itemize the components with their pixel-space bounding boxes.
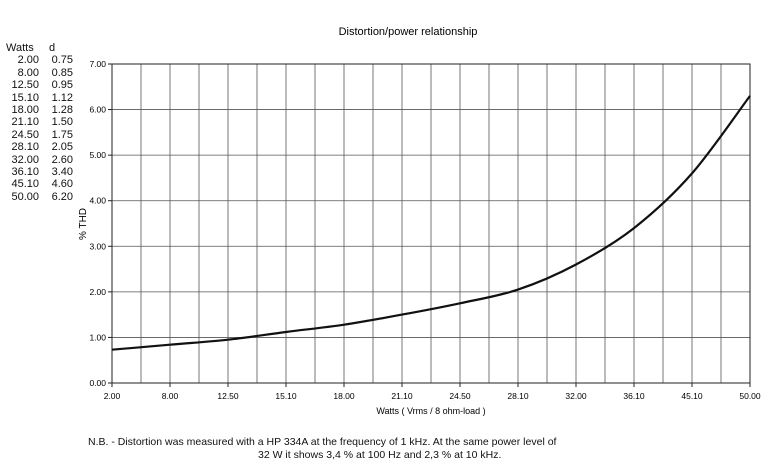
cell-d: 1.28 xyxy=(51,104,73,117)
cell-watts: 32.00 xyxy=(11,153,39,166)
x-tick-label: 2.00 xyxy=(104,391,121,401)
data-table-row: 12.50 0.95 xyxy=(6,79,73,91)
cell-d: 6.20 xyxy=(51,190,73,203)
y-tick-label: 7.00 xyxy=(89,59,106,69)
x-tick-label: 50.00 xyxy=(739,391,761,401)
cell-d: 0.85 xyxy=(51,66,73,79)
cell-watts: 18.00 xyxy=(11,104,39,117)
distortion-chart: Distortion/power relationship 0.00 1.00 2.… xyxy=(78,26,761,416)
cell-d: 2.05 xyxy=(51,141,73,154)
cell-watts: 15.10 xyxy=(11,91,39,104)
cell-watts: 24.50 xyxy=(11,128,39,141)
data-table-row: 32.00 2.60 xyxy=(6,154,73,166)
col-header-watts: Watts xyxy=(6,42,34,54)
footnote-line-1: N.B. - Distortion was measured with a HP… xyxy=(88,436,557,448)
x-axis-ticks: 2.00 8.00 12.50 15.10 18.00 21.10 24.50 28.10 32… xyxy=(104,383,761,401)
cell-watts: 8.00 xyxy=(17,66,39,79)
x-tick-label: 36.10 xyxy=(623,391,645,401)
cell-watts: 28.10 xyxy=(11,141,39,154)
y-tick-label: 2.00 xyxy=(89,287,106,297)
y-tick-label: 1.00 xyxy=(89,332,106,342)
grid xyxy=(112,64,750,383)
x-axis-label: Watts ( Vrms / 8 ohm-load ) xyxy=(376,406,485,416)
cell-d: 2.60 xyxy=(51,153,73,166)
plot-area-border xyxy=(111,63,751,384)
y-tick-label: 4.00 xyxy=(89,196,106,206)
footnote: N.B. - Distortion was measured with a HP… xyxy=(88,436,688,462)
y-tick-label: 5.00 xyxy=(89,150,106,160)
x-tick-label: 8.00 xyxy=(162,391,179,401)
cell-watts: 36.10 xyxy=(11,166,39,179)
data-table-row: 21.10 1.50 xyxy=(6,116,73,128)
x-tick-label: 21.10 xyxy=(391,391,413,401)
x-tick-label: 28.10 xyxy=(507,391,529,401)
y-tick-label: 0.00 xyxy=(89,378,106,388)
data-table-row: 45.10 4.60 xyxy=(6,178,73,190)
x-tick-label: 18.00 xyxy=(333,391,355,401)
y-axis-label: % THD xyxy=(78,208,89,240)
cell-watts: 21.10 xyxy=(11,116,39,129)
cell-d: 1.50 xyxy=(51,116,73,129)
x-tick-label: 24.50 xyxy=(449,391,471,401)
cell-watts: 45.10 xyxy=(11,178,39,191)
x-tick-label: 45.10 xyxy=(681,391,703,401)
data-table-header: Watts d xyxy=(6,42,73,54)
cell-d: 1.12 xyxy=(51,91,73,104)
x-tick-label: 15.10 xyxy=(275,391,297,401)
data-table-row: 24.50 1.75 xyxy=(6,129,73,141)
cell-watts: 2.00 xyxy=(17,54,39,67)
y-tick-label: 6.00 xyxy=(89,105,106,115)
data-table-row: 8.00 0.85 xyxy=(6,67,73,79)
cell-d: 4.60 xyxy=(51,178,73,191)
cell-watts: 50.00 xyxy=(11,190,39,203)
cell-watts: 12.50 xyxy=(11,79,39,92)
x-tick-label: 32.00 xyxy=(565,391,587,401)
x-tick-label: 12.50 xyxy=(217,391,239,401)
col-header-d: d xyxy=(49,42,56,54)
y-axis-ticks: 0.00 1.00 2.00 3.00 4.00 5.00 6.00 7.00 xyxy=(89,59,112,388)
cell-d: 1.75 xyxy=(51,128,73,141)
data-table-row: 18.00 1.28 xyxy=(6,104,73,116)
data-table-row: 36.10 3.40 xyxy=(6,166,73,178)
cell-d: 3.40 xyxy=(51,166,73,179)
data-table: Watts d 2.00 0.75 8.00 0.85 12.50 0.95 15.10 1.… xyxy=(6,42,73,203)
cell-d: 0.95 xyxy=(51,79,73,92)
cell-d: 0.75 xyxy=(51,54,73,67)
footnote-line-2: 32 W it shows 3,4 % at 100 Hz and 2,3 % … xyxy=(258,449,502,461)
data-table-row: 28.10 2.05 xyxy=(6,141,73,153)
data-table-row: 50.00 6.20 xyxy=(6,191,73,203)
series-line xyxy=(111,95,751,351)
y-tick-label: 3.00 xyxy=(89,241,106,251)
data-table-row: 15.10 1.12 xyxy=(6,92,73,104)
chart-title: Distortion/power relationship xyxy=(339,26,478,38)
data-table-row: 2.00 0.75 xyxy=(6,54,73,66)
